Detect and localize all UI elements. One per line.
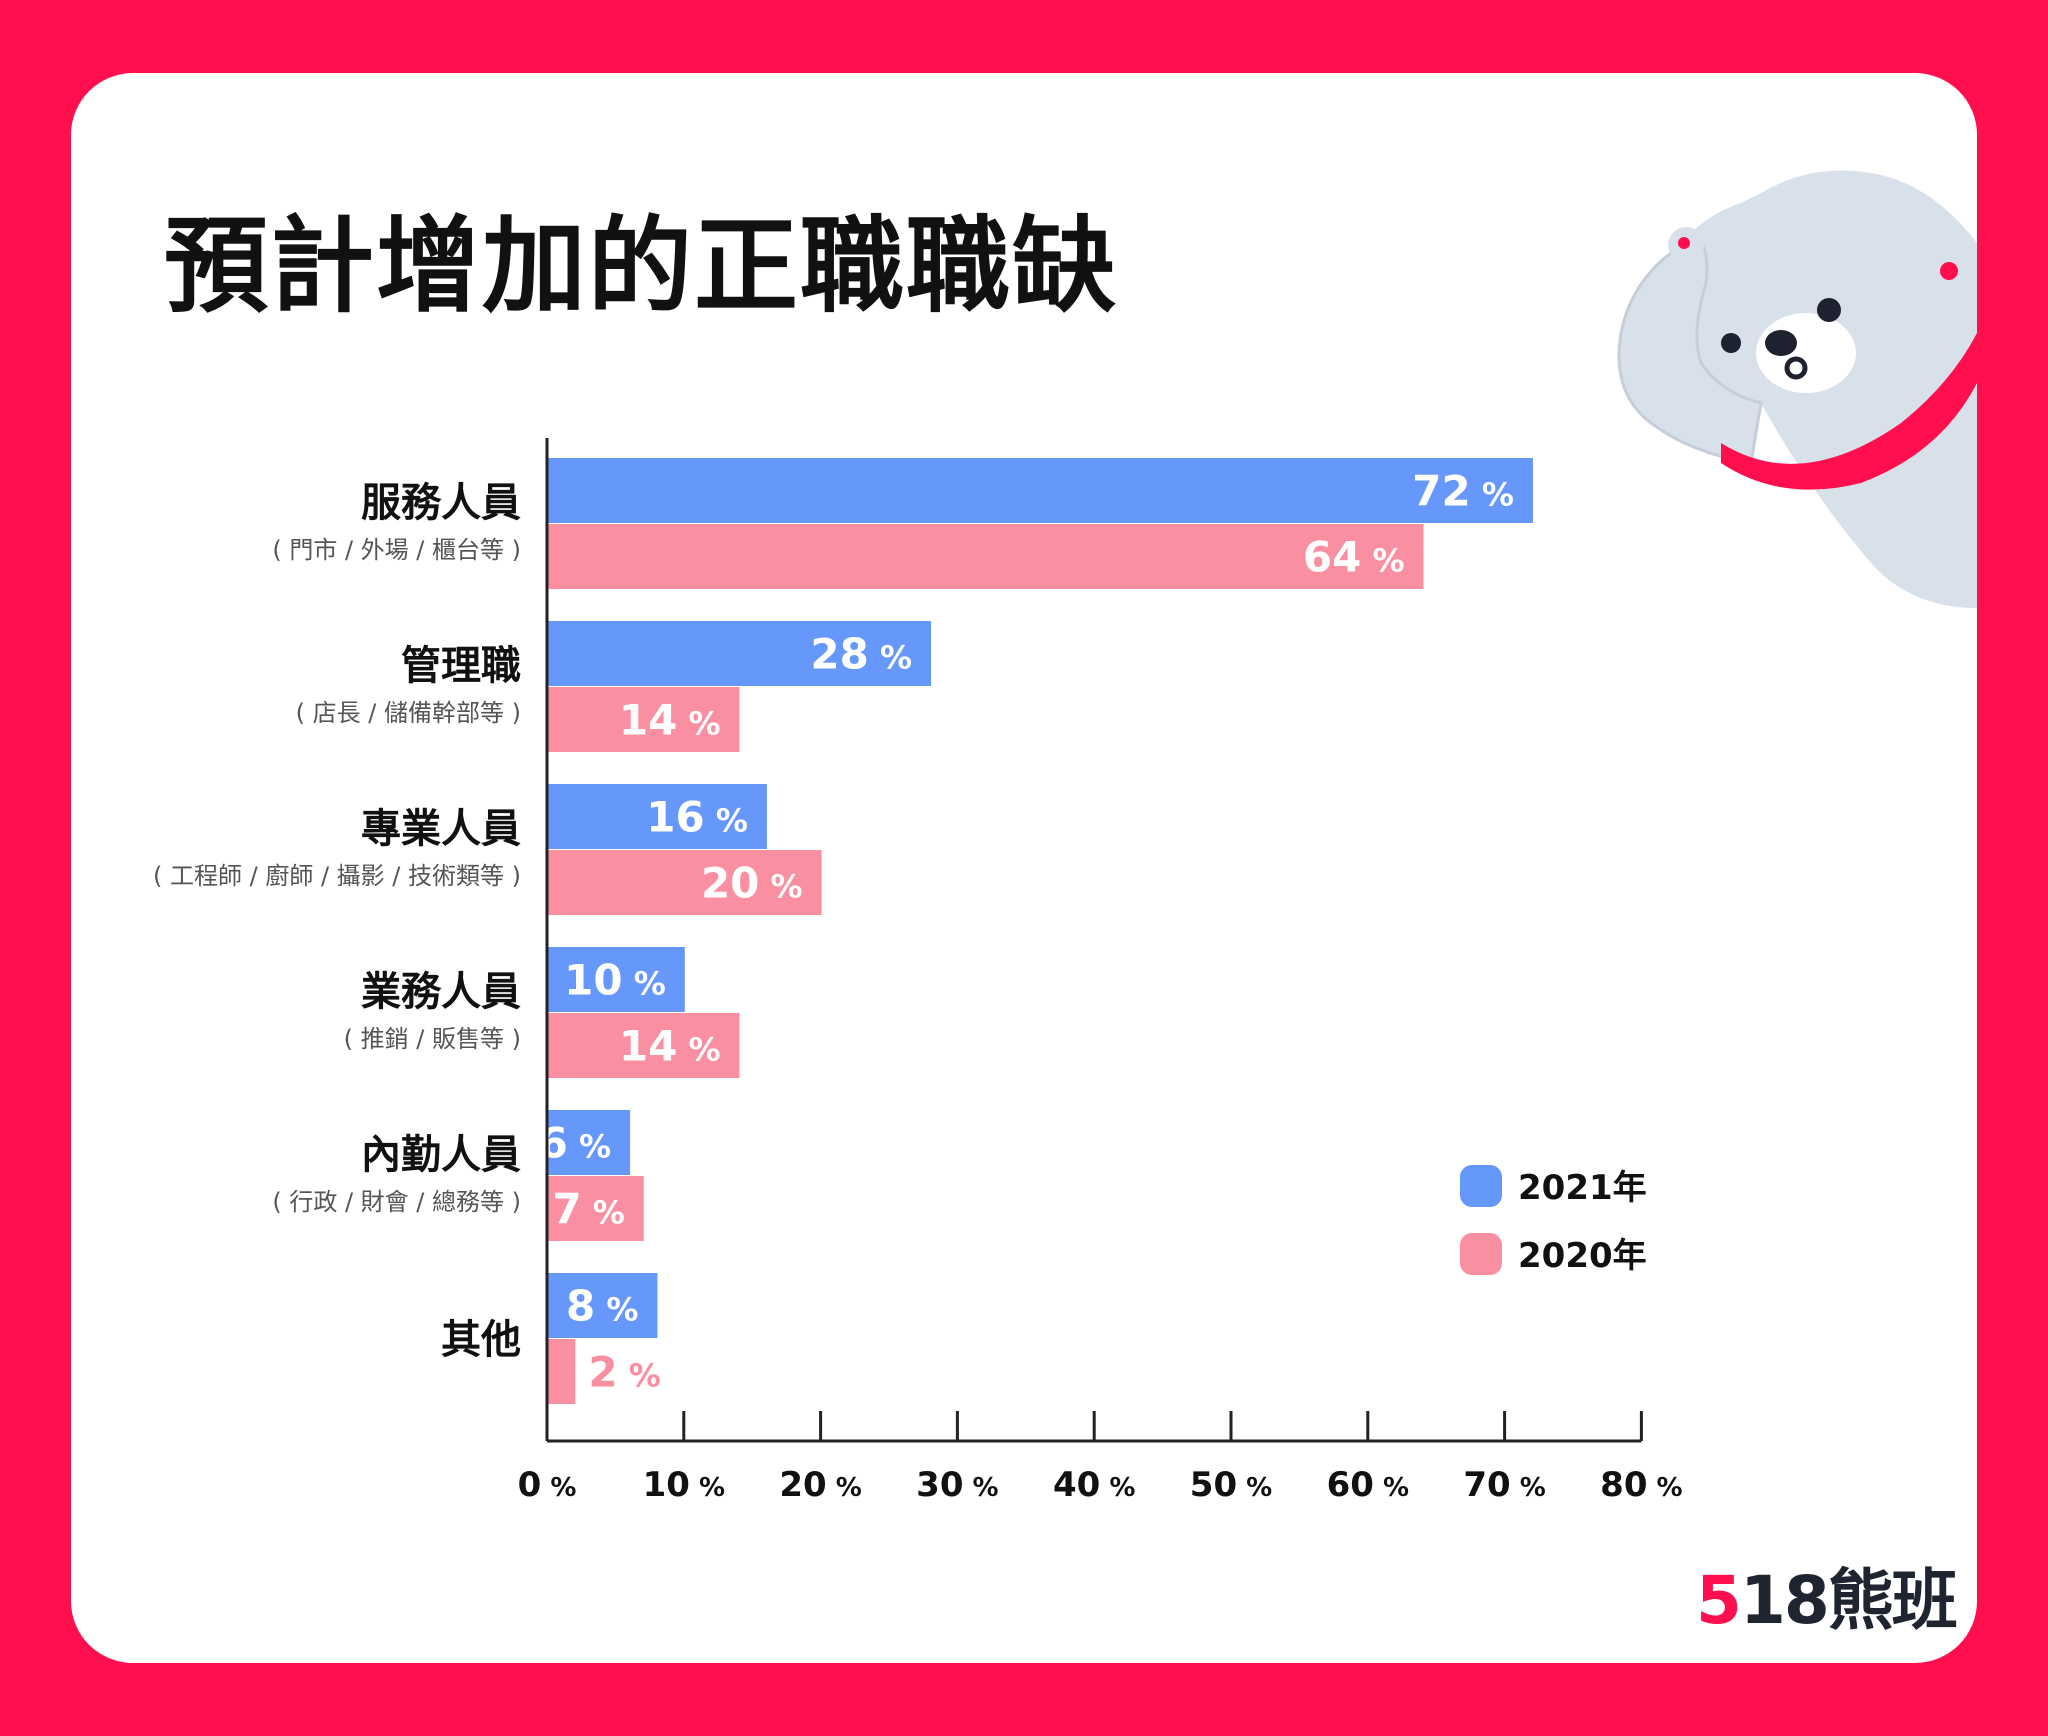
bar-chart: 72 %64 % 服務人員 ( 門市 / 外場 / 櫃台等 ) 28 % 14 % 管理職… [153,438,1683,1505]
x-tick-label: 20 % [779,1465,861,1505]
x-tick-label: 30 % [916,1465,998,1505]
legend-label: 2021年 [1518,1168,1647,1208]
data-label: 14 % [619,1022,721,1071]
data-label: 20 % [701,859,803,908]
category-note: ( 推銷 / 販售等 ) [344,1025,521,1053]
category-note: ( 門市 / 外場 / 櫃台等 ) [272,536,521,564]
bar-2020-2 [548,850,822,915]
category-label: 內勤人員 [361,1132,521,1178]
bar-2021-5 [548,1273,658,1338]
x-tick-label: 80 % [1600,1465,1682,1505]
data-label: 8 % [566,1282,638,1331]
data-label: 10 % [564,956,666,1005]
infographic-card: 預計增加的正職職缺 72 % 64 % 服務人員 ( 門市 / 外場 / 櫃台等 ) 2… [71,73,1977,1663]
category-note: ( 工程師 / 廚師 / 攝影 / 技術類等 ) [153,862,521,890]
page-title: 預計增加的正職職缺 [164,205,1119,327]
legend-swatch-2020 [1460,1233,1502,1275]
bar-2020-5 [548,1339,576,1404]
data-label: 14 % [619,696,721,745]
data-label: 2 % [588,1348,660,1397]
data-label: 64 % [1303,533,1405,582]
legend-swatch-2021 [1460,1165,1502,1207]
data-label: 16 % [646,793,748,842]
x-tick-label: 10 % [643,1465,725,1505]
bar-2020-0 [548,524,1424,589]
data-label: 72 % [1412,467,1514,516]
category-label: 管理職 [401,643,521,689]
data-label: 7 % [552,1185,624,1234]
polar-bear-mascot-icon [1617,170,1977,608]
category-note: ( 行政 / 財會 / 總務等 ) [272,1188,521,1216]
bar-2021-0 [548,458,1533,523]
data-label: 28 % [810,630,912,679]
bar-2020-1 [548,687,740,752]
bar-2021-4 [548,1110,631,1175]
x-tick-label: 50 % [1190,1465,1272,1505]
data-label: 6 % [539,1119,611,1168]
category-label: 專業人員 [361,806,521,852]
category-label: 服務人員 [361,480,521,526]
category-label: 其他 [441,1317,521,1363]
bar-2021-2 [548,784,767,849]
bar-2020-3 [548,1013,740,1078]
legend-label: 2020年 [1518,1236,1647,1276]
bar-2021-1 [548,621,932,686]
bar-2021-3 [548,947,685,1012]
x-tick-label: 60 % [1327,1465,1409,1505]
bar-2020-4 [548,1176,644,1241]
x-tick-label: 0 % [518,1465,577,1505]
category-note: ( 店長 / 儲備幹部等 ) [296,699,521,727]
brand-logo: 518熊班 [1696,1562,1958,1639]
x-tick-label: 40 % [1053,1465,1135,1505]
x-tick-label: 70 % [1463,1465,1545,1505]
category-label: 業務人員 [361,969,521,1015]
